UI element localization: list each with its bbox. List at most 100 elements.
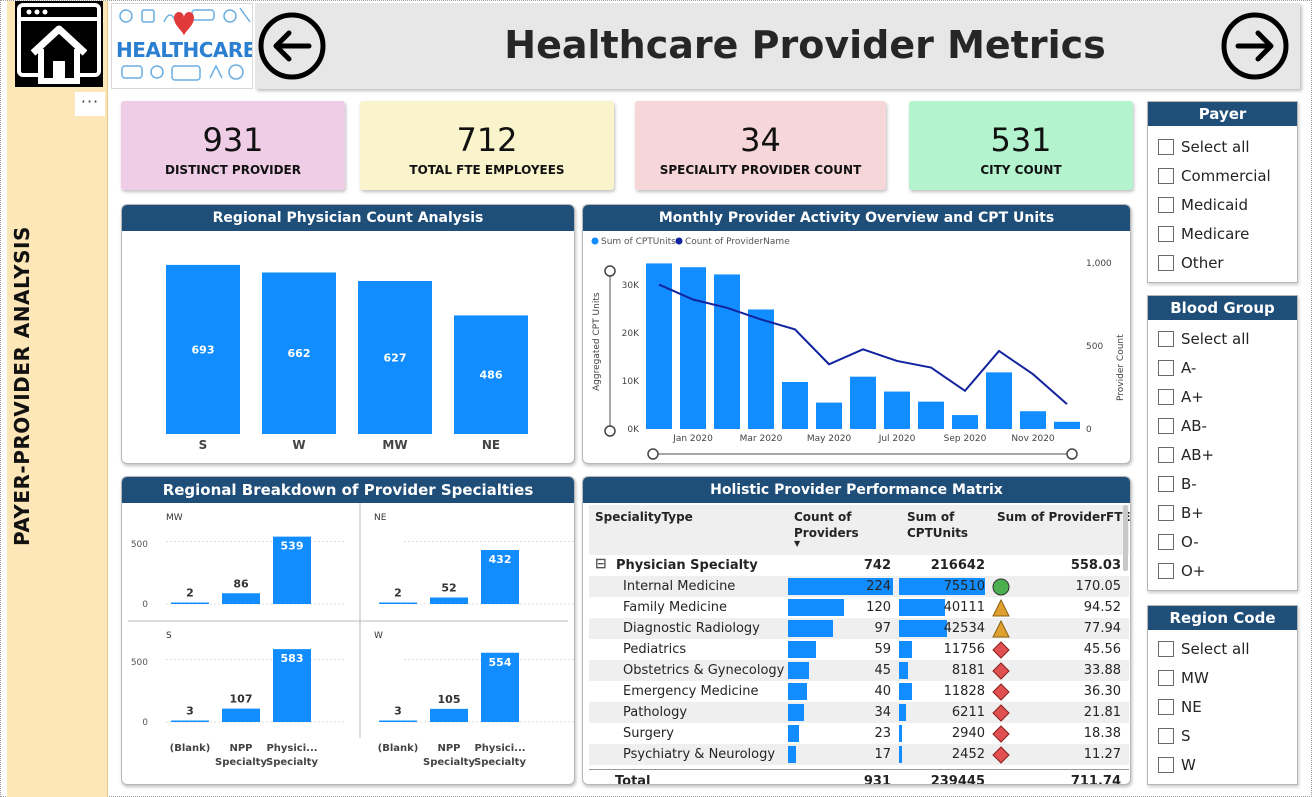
cpt-bar <box>899 620 948 637</box>
cell-cpt: 8181 <box>951 663 985 678</box>
slicer-option[interactable]: Medicare <box>1148 219 1297 248</box>
column-header[interactable]: Count of Providers <box>794 510 859 540</box>
status-shape <box>992 746 1010 764</box>
matrix-scrollbar[interactable] <box>1123 505 1128 571</box>
more-options-button[interactable]: ··· <box>75 92 105 116</box>
home-icon <box>17 3 101 84</box>
bar <box>782 381 808 429</box>
checkbox[interactable] <box>1158 504 1174 521</box>
regional-physician-chart[interactable]: Regional Physician Count Analysis 693 S 66… <box>121 204 575 464</box>
slicer-option[interactable]: NE <box>1148 692 1297 721</box>
checkbox[interactable] <box>1158 330 1174 347</box>
slicer-option[interactable]: Select all <box>1148 324 1297 353</box>
slicer-option[interactable]: B+ <box>1148 498 1297 527</box>
slicer-option[interactable]: A+ <box>1148 382 1297 411</box>
checkbox[interactable] <box>1158 225 1174 242</box>
slicer-option[interactable]: AB- <box>1148 411 1297 440</box>
monthly-activity-chart[interactable]: Monthly Provider Activity Overview and C… <box>582 204 1131 464</box>
slicer-option[interactable]: Commercial <box>1148 161 1297 190</box>
cell-name: Surgery <box>623 726 674 741</box>
slicer-option-label: Medicare <box>1181 224 1250 243</box>
slicer-option[interactable]: S <box>1148 721 1297 750</box>
status-red-icon <box>992 704 1010 722</box>
y-tick-label: 0K <box>627 425 640 435</box>
checkbox[interactable] <box>1158 446 1174 463</box>
count-bar <box>788 641 816 658</box>
slicer-option[interactable]: O+ <box>1148 556 1297 585</box>
checkbox[interactable] <box>1158 533 1174 550</box>
bar <box>222 593 260 604</box>
checkbox[interactable] <box>1158 167 1174 184</box>
slicer-option-label: A- <box>1181 358 1197 377</box>
slicer-option[interactable]: Medicaid <box>1148 190 1297 219</box>
slicer-option[interactable]: A- <box>1148 353 1297 382</box>
bar <box>986 372 1012 429</box>
cpt-bar <box>899 641 913 658</box>
bar <box>262 272 336 434</box>
slicer-option[interactable]: Other <box>1148 248 1297 277</box>
slicer-option[interactable]: B- <box>1148 469 1297 498</box>
slicer-option[interactable]: AB+ <box>1148 440 1297 469</box>
cell-name: Internal Medicine <box>623 579 736 594</box>
data-label: 107 <box>230 693 253 706</box>
slicer-option-label: AB+ <box>1181 445 1215 464</box>
sort-desc-icon: ▼ <box>794 539 801 548</box>
specialty-breakdown-chart[interactable]: Regional Breakdown of Provider Specialti… <box>121 476 575 785</box>
column-header[interactable]: SpecialityType <box>595 510 693 524</box>
slicer-option[interactable]: O- <box>1148 527 1297 556</box>
panel-label: W <box>374 631 383 641</box>
y-tick-label: 500 <box>131 658 148 668</box>
slicer-option-label: S <box>1181 726 1191 745</box>
slicer-option-label: Select all <box>1181 137 1250 156</box>
data-label: 2 <box>186 587 194 600</box>
checkbox[interactable] <box>1158 562 1174 579</box>
checkbox[interactable] <box>1158 254 1174 271</box>
count-bar <box>788 662 810 679</box>
back-button[interactable] <box>257 11 327 81</box>
cell-count: 17 <box>874 747 891 762</box>
collapse-icon[interactable]: ⊟ <box>595 556 607 572</box>
bar <box>454 315 528 434</box>
slicer-option-label: A+ <box>1181 387 1204 406</box>
y2-axis-label: Provider Count <box>1116 334 1126 401</box>
x-tick-label: Specialty <box>423 757 475 768</box>
bar <box>273 649 311 722</box>
cell-name: Family Medicine <box>623 600 728 615</box>
slicer-option[interactable]: MW <box>1148 663 1297 692</box>
checkbox[interactable] <box>1158 756 1174 773</box>
matrix-header: SpecialityType Count of Providers Sum of CPT… <box>589 505 1131 555</box>
performance-matrix[interactable]: Holistic Provider Performance Matrix Spe… <box>582 476 1131 785</box>
chart-title: Regional Breakdown of Provider Specialti… <box>122 477 574 503</box>
checkbox[interactable] <box>1158 388 1174 405</box>
checkbox[interactable] <box>1158 640 1174 657</box>
slicer-option[interactable]: W <box>1148 750 1297 779</box>
checkbox[interactable] <box>1158 475 1174 492</box>
checkbox[interactable] <box>1158 727 1174 744</box>
cpt-bar <box>899 704 907 721</box>
checkbox[interactable] <box>1158 417 1174 434</box>
column-header[interactable]: Sum of CPTUnits <box>907 510 969 540</box>
checkbox[interactable] <box>1158 698 1174 715</box>
data-label: 432 <box>489 553 512 566</box>
cell-cpt: 40111 <box>943 600 985 615</box>
forward-button[interactable] <box>1220 11 1290 81</box>
column-header[interactable]: Sum of ProviderFTE <box>997 510 1131 524</box>
cpt-bar <box>899 746 902 763</box>
checkbox[interactable] <box>1158 669 1174 686</box>
checkbox[interactable] <box>1158 138 1174 155</box>
kpi-label: SPECIALITY PROVIDER COUNT <box>659 163 862 177</box>
cell-cpt: 11756 <box>943 642 985 657</box>
data-label: 693 <box>192 343 215 356</box>
slicer-option[interactable]: Select all <box>1148 132 1297 161</box>
cell-name: Obstetrics & Gynecology <box>623 663 785 678</box>
legend-item: Sum of CPTUnits <box>601 237 676 247</box>
checkbox[interactable] <box>1158 196 1174 213</box>
status-green-icon <box>992 578 1010 596</box>
home-button[interactable] <box>15 1 103 87</box>
bar <box>379 720 417 722</box>
slicer-option-label: Medicaid <box>1181 195 1248 214</box>
checkbox[interactable] <box>1158 359 1174 376</box>
chart-title: Monthly Provider Activity Overview and C… <box>583 205 1130 231</box>
slicer-option[interactable]: Select all <box>1148 634 1297 663</box>
x-tick-label: S <box>199 438 208 452</box>
